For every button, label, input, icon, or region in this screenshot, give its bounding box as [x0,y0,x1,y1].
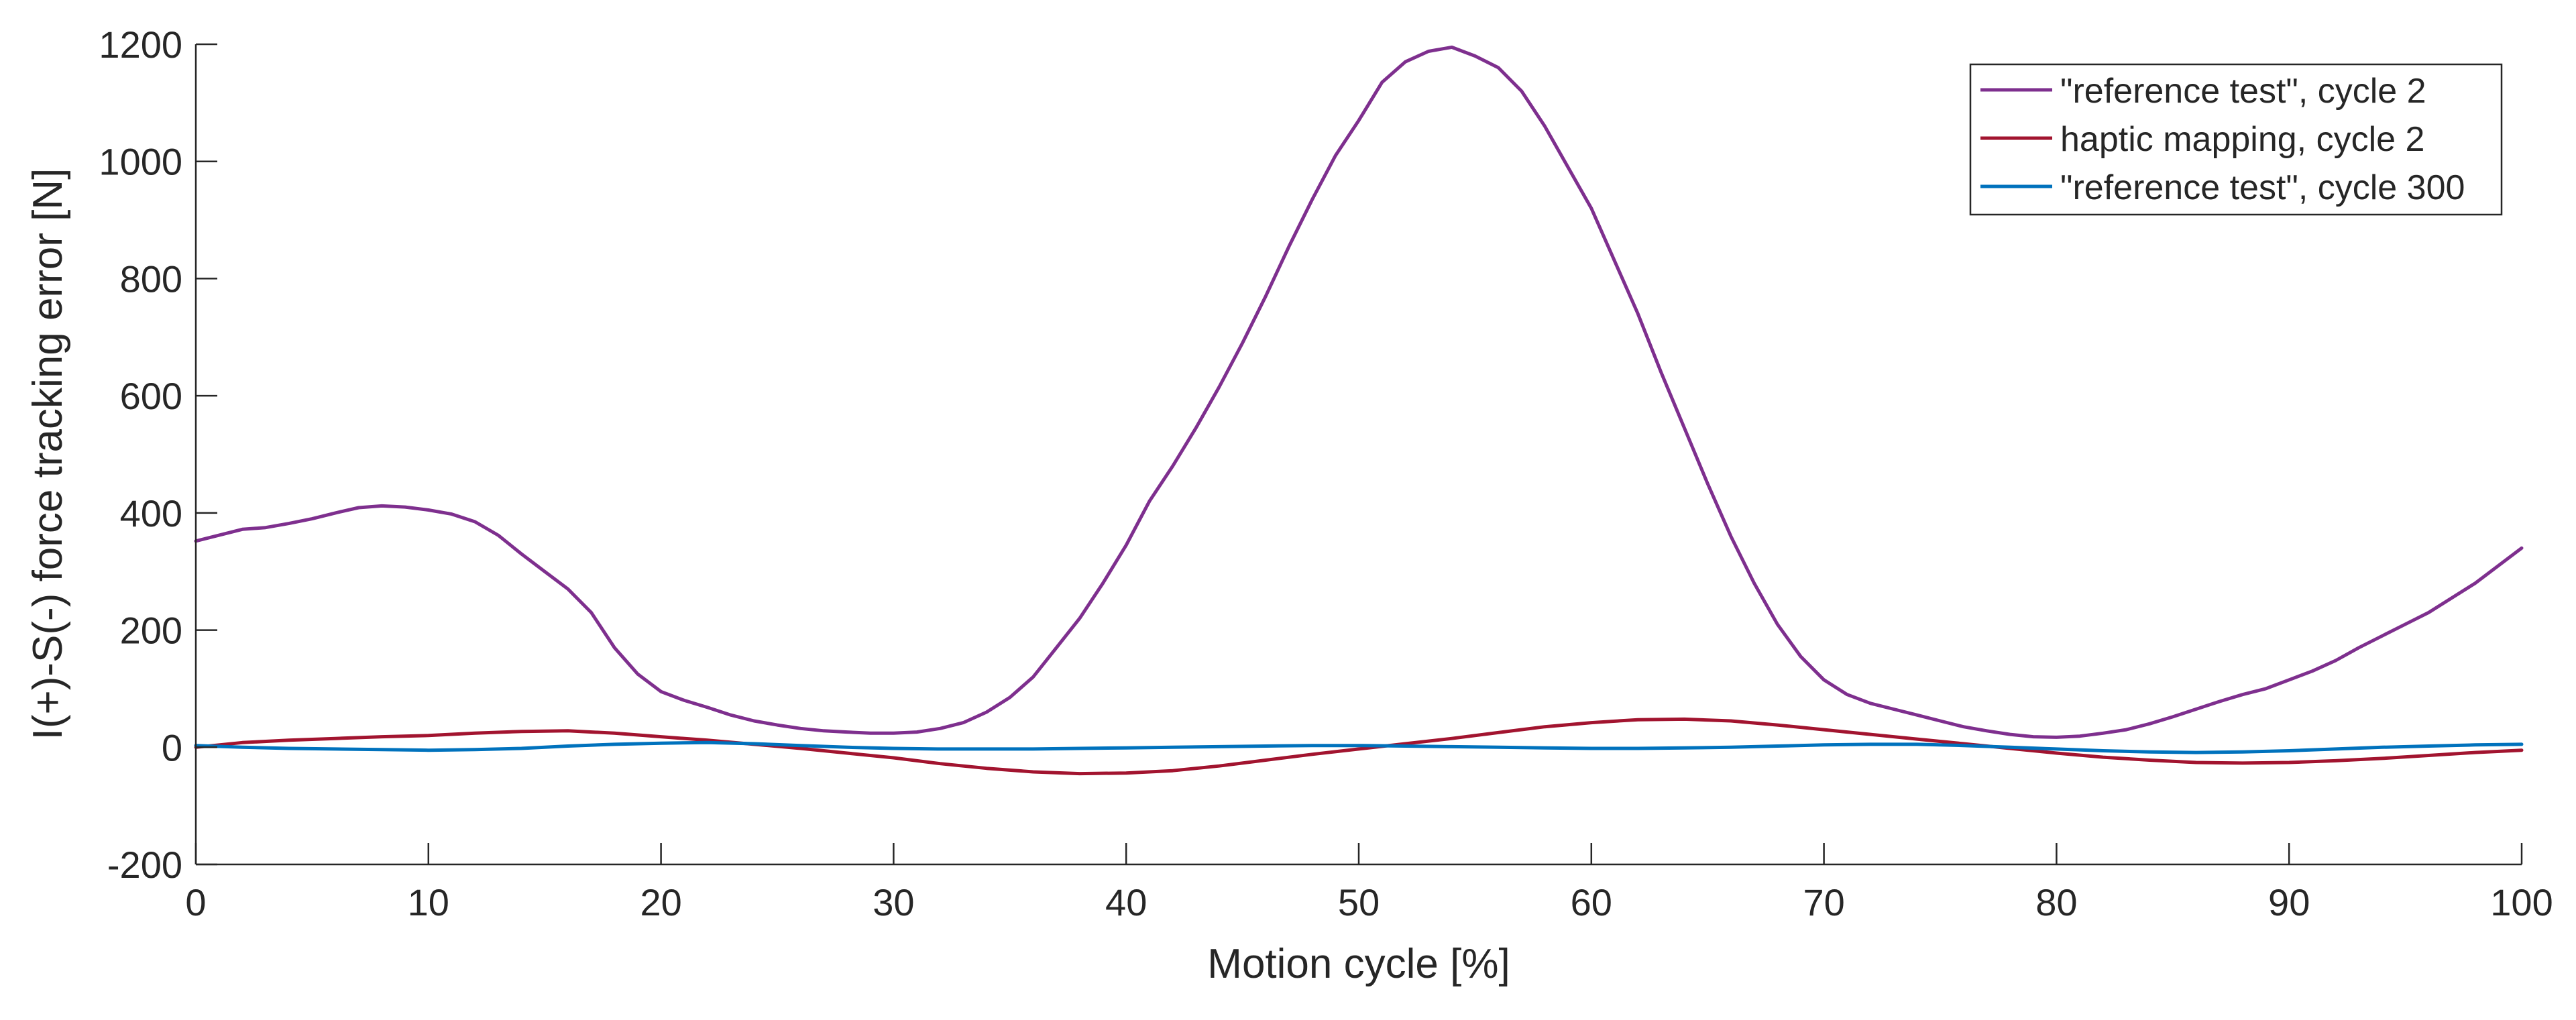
x-tick-label: 0 [185,881,206,923]
x-tick-label: 60 [1571,881,1612,923]
legend-label-2: "reference test", cycle 300 [2060,168,2465,207]
legend-box [1969,63,2503,216]
y-tick-label: 400 [120,492,182,534]
y-tick-label: 600 [120,375,182,417]
y-axis-label: I(+)-S(-) force tracking error [N] [25,168,71,740]
legend-items: "reference test", cycle 2 haptic mapping,… [1980,72,2465,207]
x-tick-label: 30 [873,881,914,923]
y-tick-label: 1200 [99,23,182,66]
y-tick-label: 200 [120,610,182,652]
y-ticks: -200 0 200 400 600 800 1000 1200 [99,23,217,886]
legend-label-1: haptic mapping, cycle 2 [2060,120,2424,159]
legend-label-0: "reference test", cycle 2 [2060,72,2426,111]
y-tick-label: 1000 [99,141,182,183]
y-tick-label: -200 [107,844,182,886]
series-line-2 [194,740,2524,754]
series-line-0 [194,45,2524,739]
series-line-1 [194,717,2524,776]
x-tick-label: 10 [408,881,449,923]
x-axis-label: Motion cycle [%] [1207,941,1510,987]
x-tick-label: 80 [2035,881,2077,923]
x-tick-label: 90 [2268,881,2310,923]
legend: "reference test", cycle 2 haptic mapping,… [1969,63,2503,216]
x-tick-label: 50 [1338,881,1380,923]
x-tick-label: 40 [1105,881,1147,923]
x-tick-label: 70 [1803,881,1844,923]
y-tick-label: 0 [162,726,182,769]
x-tick-label: 20 [640,881,681,923]
y-tick-label: 800 [120,258,182,300]
x-ticks: 0 10 20 30 40 50 60 70 80 90 100 [185,843,2553,923]
x-tick-label: 100 [2490,881,2553,923]
series-layer [194,45,2524,776]
